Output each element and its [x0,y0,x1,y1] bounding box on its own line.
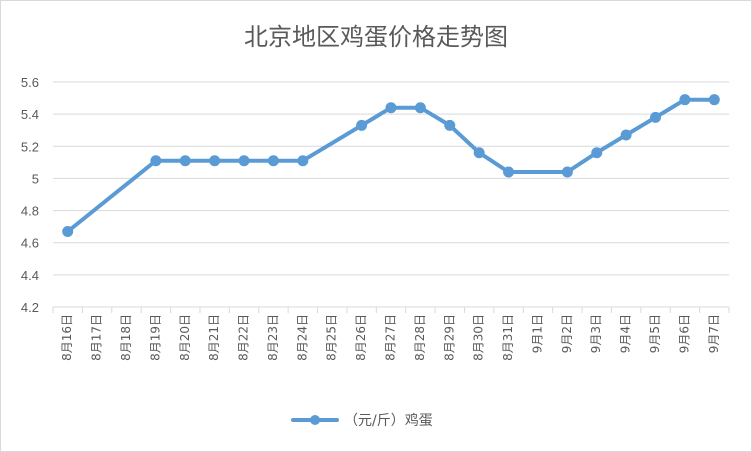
x-tick-label: 8月27日 [384,314,398,361]
y-tick-label: 4.2 [21,300,39,315]
data-point [620,129,632,141]
legend: （元/斤）鸡蛋 [291,412,433,429]
x-tick-label: 9月3日 [589,314,603,353]
data-point [444,119,456,131]
x-tick-label: 8月19日 [148,314,162,361]
data-point [356,119,368,131]
x-tick-label: 8月16日 [60,314,74,361]
data-point [267,155,279,167]
data-point [591,147,603,159]
y-axis: 4.2 4.4 4.6 4.8 5 5.2 5.4 5.6 [21,75,39,315]
y-tick-label: 5 [32,171,39,186]
y-tick-label: 4.4 [21,268,39,283]
x-tick-label: 8月26日 [354,314,368,361]
x-axis: 8月16日 8月17日 8月18日 8月19日 8月20日 8月21日 8月22日 8月23日… [52,307,730,361]
legend-marker [310,415,320,425]
x-tick-label: 8月21日 [207,314,221,361]
x-tick-label: 9月5日 [648,314,662,353]
y-tick-label: 4.6 [21,236,39,251]
data-point [414,102,426,114]
x-tick-label: 8月18日 [119,314,133,361]
data-point [297,155,309,167]
chart-title: 北京地区鸡蛋价格走势图 [244,23,508,51]
x-tick-label: 8月29日 [442,314,456,361]
x-tick-label: 8月25日 [325,314,339,361]
x-tick-label: 8月28日 [413,314,427,361]
gridlines [53,81,729,308]
x-tick-label: 9月7日 [707,314,721,353]
x-tick-label: 8月20日 [178,314,192,361]
x-tick-label: 8月30日 [472,314,486,361]
x-tick-label: 9月1日 [530,314,544,353]
data-point [708,94,720,106]
x-tick-label: 9月6日 [677,314,691,353]
data-point [62,225,74,237]
x-tick-label: 9月4日 [619,314,633,353]
x-tick-label: 8月17日 [90,314,104,361]
x-tick-label: 8月31日 [501,314,515,361]
data-point [385,102,397,114]
x-tick-label: 8月22日 [237,314,251,361]
series-line [65,97,717,234]
data-point [473,147,485,159]
data-point [503,166,515,178]
y-tick-label: 5.2 [21,139,39,154]
y-tick-label: 5.4 [21,107,39,122]
x-tick-label: 8月24日 [295,314,309,361]
legend-label: （元/斤）鸡蛋 [344,412,433,429]
data-point [238,155,250,167]
x-tick-label: 9月2日 [560,314,574,353]
data-point [150,155,162,167]
y-tick-label: 4.8 [21,204,39,219]
data-point [561,166,573,178]
y-tick-label: 5.6 [21,75,39,90]
series-layer [62,94,720,237]
data-point [679,94,691,106]
x-tick-label: 8月23日 [266,314,280,361]
data-point [179,155,191,167]
data-point [209,155,221,167]
data-point [650,111,662,123]
